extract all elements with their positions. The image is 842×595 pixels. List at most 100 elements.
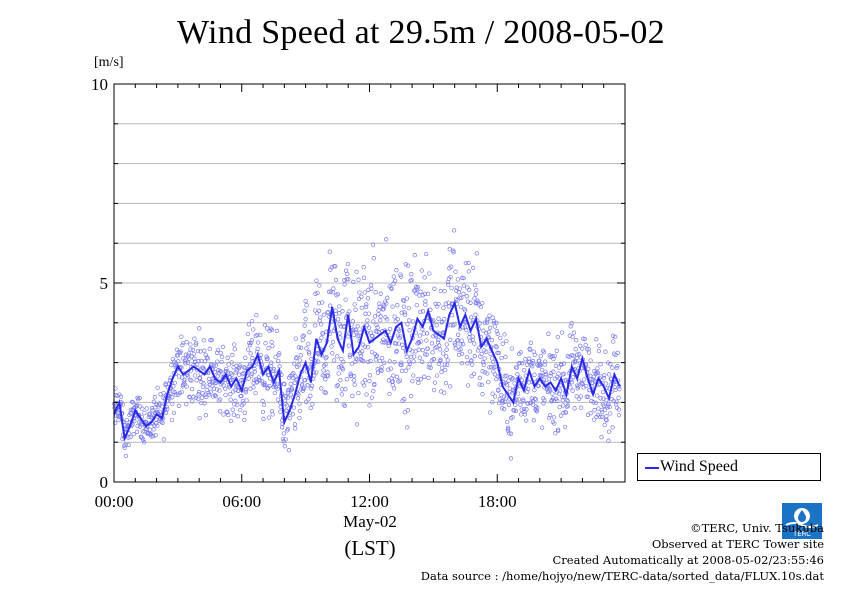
scatter-point (297, 401, 302, 406)
scatter-point (613, 352, 618, 358)
scatter-point (404, 354, 409, 359)
scatter-point (176, 403, 182, 408)
scatter-point (459, 305, 464, 310)
scatter-point (559, 330, 565, 335)
scatter-point (288, 392, 293, 397)
scatter-point (353, 327, 358, 332)
scatter-point (565, 354, 570, 359)
scatter-point (245, 347, 251, 352)
scatter-point (494, 320, 499, 326)
scatter-point (367, 379, 372, 384)
scatter-point (608, 411, 613, 416)
scatter-point (248, 340, 254, 345)
scatter-point (285, 426, 290, 432)
scatter-point (513, 402, 518, 408)
scatter-point (144, 406, 149, 411)
scatter-point (206, 392, 211, 398)
scatter-point (586, 366, 591, 371)
scatter-point (258, 332, 263, 338)
scatter-point (616, 412, 622, 418)
scatter-point (556, 365, 562, 370)
footer-credits: ©TERC, Univ. Tsukuba Observed at TERC To… (421, 520, 824, 584)
scatter-point (604, 414, 609, 419)
scatter-point (201, 381, 206, 386)
scatter-point (319, 386, 324, 391)
scatter-point (359, 305, 364, 311)
scatter-point (235, 402, 240, 408)
scatter-point (351, 378, 357, 383)
scatter-point (207, 379, 212, 385)
scatter-point (503, 396, 509, 401)
scatter-point (552, 353, 557, 359)
scatter-point (324, 354, 329, 360)
scatter-point (543, 359, 548, 364)
scatter-point (551, 415, 557, 420)
scatter-point (270, 412, 275, 417)
scatter-point (331, 286, 336, 291)
scatter-point (467, 338, 473, 343)
scatter-point (588, 373, 593, 378)
scatter-point (486, 317, 491, 322)
scatter-point (343, 387, 348, 392)
scatter-point (610, 365, 615, 370)
scatter-point (334, 293, 339, 298)
scatter-point (288, 381, 293, 386)
scatter-point (486, 379, 491, 385)
scatter-point (224, 366, 229, 372)
scatter-point (318, 315, 323, 320)
scatter-point (296, 345, 302, 350)
scatter-point (541, 401, 546, 406)
scatter-point (342, 403, 348, 409)
scatter-point (595, 370, 601, 376)
scatter-point (148, 427, 153, 432)
scatter-point (242, 410, 247, 415)
scatter-point (571, 330, 577, 335)
scatter-point (493, 344, 498, 349)
scatter-point (203, 413, 209, 418)
scatter-point (561, 371, 566, 376)
scatter-point (213, 363, 218, 368)
scatter-point (604, 418, 609, 423)
scatter-point (453, 346, 458, 351)
scatter-point (526, 386, 531, 392)
scatter-point (416, 347, 421, 352)
scatter-point (131, 432, 136, 437)
scatter-point (151, 434, 156, 439)
scatter-point (608, 361, 613, 367)
scatter-point (354, 329, 359, 335)
scatter-point (563, 410, 568, 415)
scatter-point (412, 253, 417, 258)
scatter-point (409, 272, 414, 277)
scatter-point (495, 350, 500, 356)
scatter-point (561, 394, 567, 400)
scatter-point (538, 353, 543, 359)
scatter-point (368, 283, 374, 288)
scatter-point (374, 354, 379, 359)
scatter-point (394, 348, 399, 354)
scatter-point (126, 442, 131, 447)
scatter-point (266, 415, 272, 420)
scatter-point (370, 333, 375, 339)
scatter-point (123, 453, 129, 459)
scatter-point (300, 337, 305, 343)
scatter-point (448, 274, 453, 280)
scatter-point (197, 376, 203, 381)
scatter-point (263, 382, 268, 388)
scatter-point (520, 397, 526, 402)
scatter-point (323, 356, 328, 361)
scatter-point (375, 325, 380, 330)
scatter-point (251, 380, 256, 386)
scatter-point (428, 365, 433, 370)
scatter-point (356, 390, 361, 396)
scatter-point (345, 261, 351, 267)
scatter-point (496, 387, 501, 392)
scatter-point (507, 431, 512, 436)
scatter-point (335, 291, 340, 297)
scatter-point (598, 414, 603, 419)
copyright-text: ©TERC, Univ. Tsukuba (690, 521, 824, 535)
y-tick-label: 5 (100, 274, 109, 293)
scatter-point (425, 346, 430, 351)
scatter-point (603, 381, 608, 386)
scatter-point (217, 388, 222, 393)
scatter-point (557, 404, 562, 410)
